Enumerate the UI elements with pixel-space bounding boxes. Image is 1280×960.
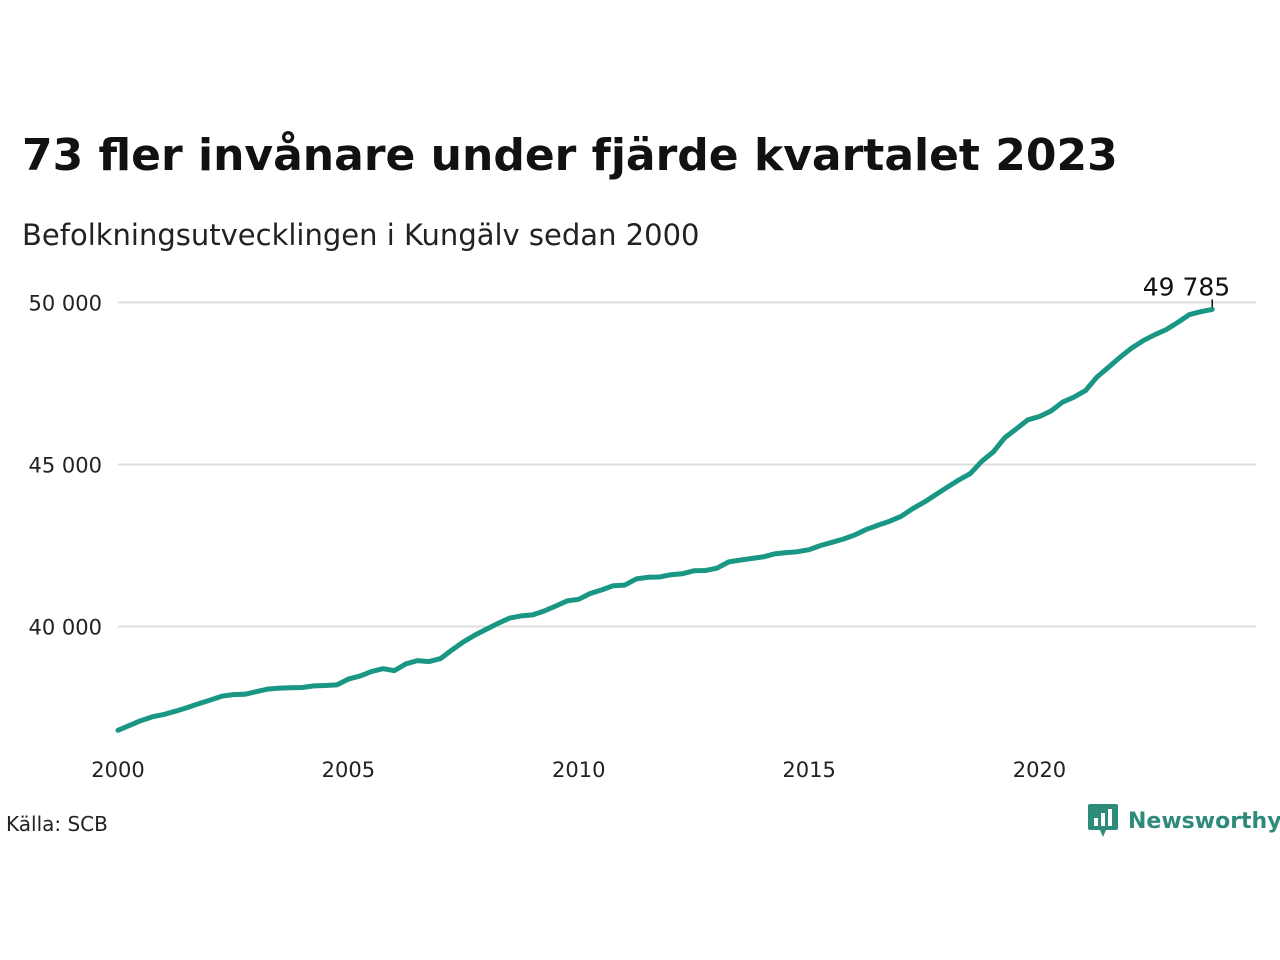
newsworthy-logo: Newsworthy bbox=[1088, 804, 1280, 838]
annotations: 49 785 bbox=[1143, 272, 1230, 308]
x-axis-tick-labels: 2000 2005 2010 2015 2020 bbox=[91, 758, 1066, 782]
x-tick-label: 2015 bbox=[782, 758, 835, 782]
x-tick-label: 2010 bbox=[552, 758, 605, 782]
y-tick-label: 40 000 bbox=[29, 616, 102, 640]
x-tick-label: 2020 bbox=[1013, 758, 1066, 782]
y-tick-label: 45 000 bbox=[29, 453, 102, 477]
newsworthy-chart-bubble-icon bbox=[1088, 804, 1118, 837]
chart-title: 73 fler invånare under fjärde kvartalet … bbox=[22, 130, 1118, 181]
gridlines bbox=[118, 301, 1256, 628]
source-note: Källa: SCB bbox=[6, 812, 108, 836]
y-axis-tick-labels: 40 000 45 000 50 000 bbox=[29, 291, 102, 639]
last-value-label: 49 785 bbox=[1143, 272, 1230, 301]
chart-subtitle: Befolkningsutvecklingen i Kungälv sedan … bbox=[22, 218, 700, 252]
population-line bbox=[115, 306, 1215, 733]
series-layer bbox=[115, 306, 1215, 733]
x-tick-label: 2005 bbox=[322, 758, 375, 782]
logo-text: Newsworthy bbox=[1128, 808, 1280, 834]
x-tick-label: 2000 bbox=[91, 758, 144, 782]
y-tick-label: 50 000 bbox=[29, 291, 102, 315]
